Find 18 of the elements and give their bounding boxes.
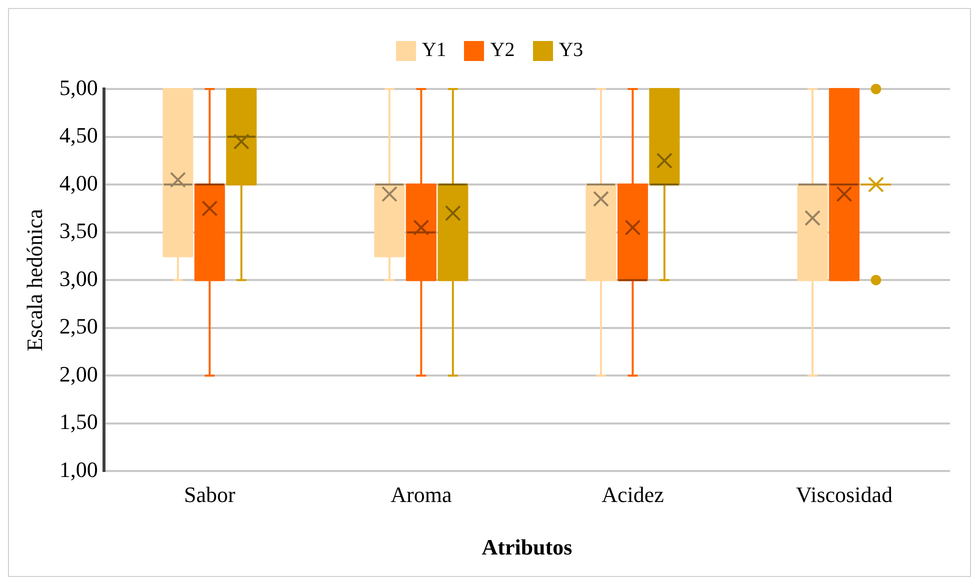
legend-label: Y2 xyxy=(490,39,515,62)
y-axis-title: Escala hedónica xyxy=(22,208,47,352)
y-tick-label: 2,00 xyxy=(59,361,98,386)
y-tick-label: 1,00 xyxy=(59,456,98,482)
y-tick-label: 3,50 xyxy=(59,218,98,244)
y-tick-label: 1,50 xyxy=(59,409,98,434)
y-tick-label: 3,00 xyxy=(59,266,98,291)
y-tick-label: 2,50 xyxy=(59,314,98,339)
legend-label: Y3 xyxy=(558,39,584,62)
x-tick-label: Sabor xyxy=(184,482,236,508)
y-tick-label: 4,50 xyxy=(59,122,98,148)
y-tick-label: 4,00 xyxy=(59,170,98,196)
y-tick-label: 5,00 xyxy=(59,74,98,100)
x-axis-title: Atributos xyxy=(482,534,573,560)
legend-label: Y1 xyxy=(422,39,446,62)
x-tick-label: Acidez xyxy=(602,482,664,508)
x-tick-label: Aroma xyxy=(390,482,452,508)
x-tick-label: Viscosidad xyxy=(796,482,892,508)
